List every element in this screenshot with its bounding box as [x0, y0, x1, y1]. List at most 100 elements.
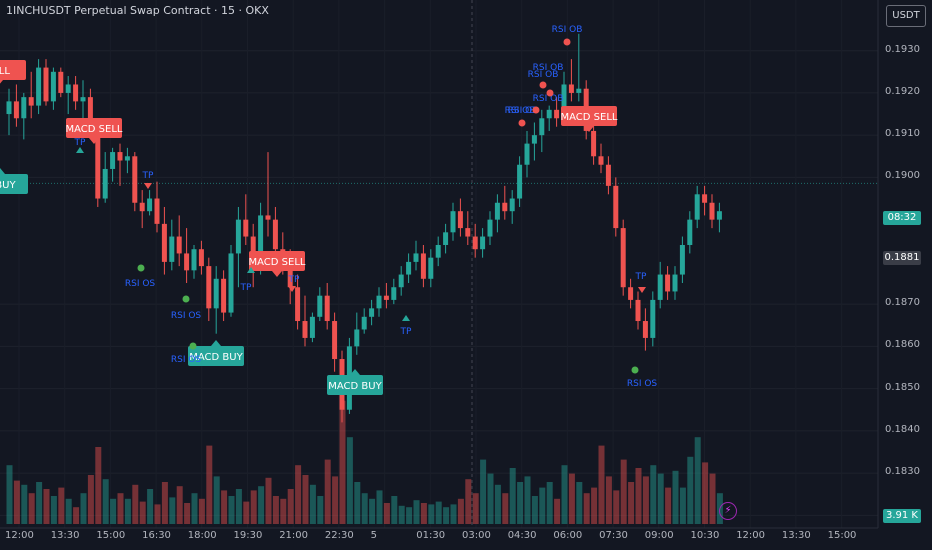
time-tick-label: 22:30	[324, 530, 354, 541]
macd-sell-label-box	[561, 106, 617, 126]
currency-button[interactable]: USDT	[886, 5, 926, 27]
candle-body	[702, 194, 708, 203]
candle-body	[95, 130, 101, 199]
volume-bar	[487, 473, 494, 524]
candle-body	[650, 299, 656, 338]
volume-bar	[657, 473, 664, 524]
candle-body	[184, 253, 190, 271]
volume-bar	[102, 479, 109, 524]
time-tick-label: 06:00	[553, 530, 583, 541]
volume-bar	[413, 500, 420, 524]
price-tick-label: 0.1930	[885, 43, 920, 55]
volume-bar	[272, 496, 279, 524]
volume-bar	[235, 489, 242, 524]
candle-body	[561, 84, 567, 119]
rsi-ob-dot	[563, 38, 571, 46]
sell-label-box	[0, 60, 26, 80]
sell-label-pointer	[0, 80, 3, 84]
volume-bar	[95, 447, 102, 524]
candle-body	[391, 287, 397, 300]
tp-label: TP	[288, 275, 300, 285]
tp-down-marker	[288, 286, 296, 292]
lightning-icon[interactable]: ⚡	[719, 502, 737, 520]
candle-body	[213, 278, 219, 309]
rsi-ob-label: RSI OB	[552, 25, 583, 35]
candle-body	[443, 232, 449, 245]
price-tick-label: 0.1870	[885, 297, 920, 309]
volume-bar	[687, 456, 694, 524]
volume-bar	[679, 487, 686, 524]
candle-body	[502, 202, 508, 212]
time-tick-label: 15:00	[96, 530, 126, 541]
volume-bar	[87, 475, 94, 524]
candle-body	[102, 168, 108, 199]
candle-body	[265, 215, 271, 220]
candle-body	[576, 88, 582, 93]
candle-body	[554, 109, 560, 119]
rsi-os-dot	[189, 342, 197, 350]
candle-body	[665, 274, 671, 292]
volume-bar	[6, 465, 13, 524]
volume-bar	[665, 487, 672, 524]
tp-up-marker	[76, 147, 84, 153]
candle-body	[139, 202, 145, 212]
macd-buy-label-pointer	[211, 340, 221, 346]
volume-bar	[80, 493, 87, 524]
macd-buy-label-box	[188, 346, 244, 366]
volume-tag: 3.91 K	[883, 509, 921, 523]
volume-bar	[21, 484, 28, 524]
volume-bar	[613, 490, 620, 524]
volume-bar	[132, 484, 139, 524]
symbol-title[interactable]: 1INCHUSDT Perpetual Swap Contract · 15 ·…	[6, 4, 269, 17]
candle-body	[169, 236, 175, 262]
candle-body	[287, 266, 293, 288]
volume-bar	[598, 445, 605, 524]
price-tick-label: 0.1840	[885, 423, 920, 435]
tp-up-marker	[402, 315, 410, 321]
volume-bar	[295, 465, 302, 524]
candle-body	[272, 219, 278, 250]
macd-buy-label: MACD BUY	[189, 352, 243, 363]
volume-bar	[709, 473, 716, 524]
candle-body	[428, 257, 434, 279]
time-tick-label: 13:30	[781, 530, 811, 541]
volume-bar	[250, 490, 257, 524]
volume-bar	[642, 476, 649, 524]
volume-bar	[73, 507, 80, 524]
volume-bar	[221, 490, 228, 524]
time-tick-label: 18:00	[187, 530, 217, 541]
volume-bar	[228, 496, 235, 524]
macd-sell-label-pointer	[272, 271, 282, 277]
macd-sell-label: MACD SELL	[561, 112, 618, 123]
volume-bar	[332, 476, 339, 524]
volume-bar	[502, 493, 509, 524]
volume-bar	[383, 503, 390, 524]
macd-sell-label-box	[66, 118, 122, 138]
volume-bar	[65, 498, 72, 524]
rsi-os-label: RSI OS	[627, 379, 658, 389]
candle-body	[613, 185, 619, 229]
volume-bar	[428, 504, 435, 524]
candle-body	[413, 253, 419, 262]
candle-body	[687, 219, 693, 245]
volume-bar	[176, 486, 183, 524]
rsi-ob-dot	[518, 119, 526, 127]
volume-bar	[50, 496, 57, 524]
candle-body	[309, 316, 315, 338]
price-tick-label: 0.1830	[885, 466, 920, 478]
volume-bar	[339, 400, 346, 524]
candle-body	[228, 253, 234, 313]
volume-bar	[206, 445, 213, 524]
candle-body	[657, 274, 663, 300]
candle-body	[420, 253, 426, 279]
price-tick-label: 0.1910	[885, 128, 920, 140]
tp-label: TP	[74, 138, 86, 148]
rsi-ob-dot	[532, 106, 540, 114]
rsi-os-label: RSI OS	[171, 311, 202, 321]
rsi-os-dot	[137, 264, 145, 272]
time-tick-label: 5	[370, 530, 377, 541]
volume-bar	[457, 498, 464, 524]
rsi-ob-label: RSI OB	[533, 63, 564, 73]
